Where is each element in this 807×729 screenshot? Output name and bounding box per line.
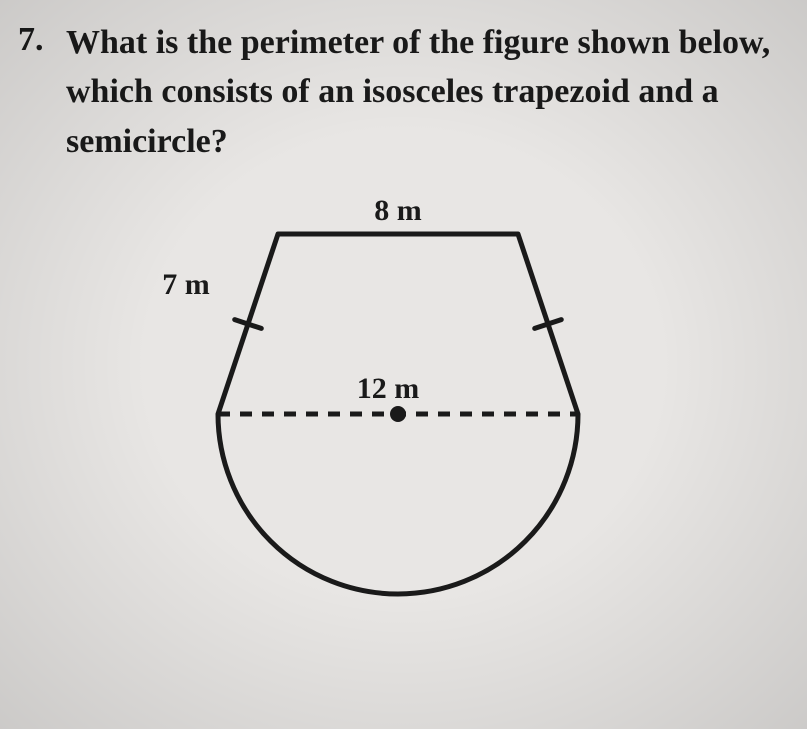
page: 7. What is the perimeter of the figure s… bbox=[0, 0, 807, 729]
figure-svg: 8 m 7 m 12 m bbox=[128, 174, 668, 654]
question-number: 7. bbox=[18, 18, 66, 62]
label-diameter: 12 m bbox=[356, 372, 419, 405]
question-text: What is the perimeter of the figure show… bbox=[66, 18, 777, 166]
figure-container: 8 m 7 m 12 m bbox=[18, 174, 777, 654]
center-dot bbox=[390, 406, 406, 422]
label-left: 7 m bbox=[162, 268, 210, 301]
question: 7. What is the perimeter of the figure s… bbox=[18, 18, 777, 166]
label-top: 8 m bbox=[374, 194, 422, 227]
